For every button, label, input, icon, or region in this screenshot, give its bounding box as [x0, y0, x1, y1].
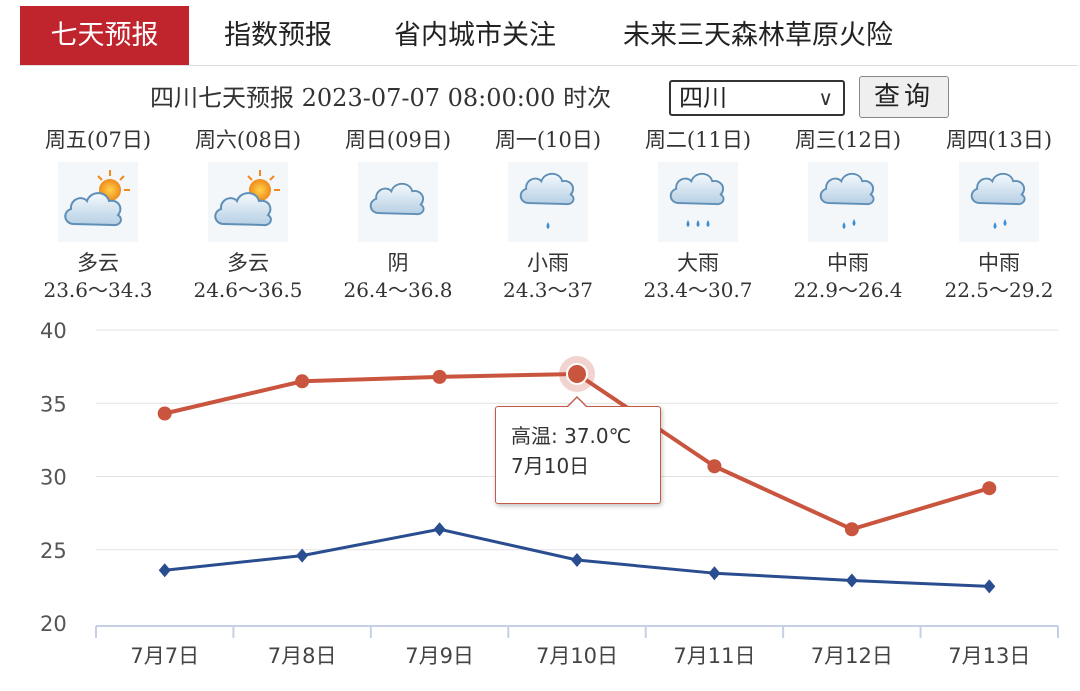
weather-text: 中雨: [827, 251, 869, 275]
day-name: 周四(13日): [945, 128, 1053, 152]
region-selected-value: 四川: [679, 84, 727, 112]
data-point: [707, 459, 722, 474]
search-button[interactable]: 查询: [859, 76, 949, 118]
day-name: 周二(11日): [644, 128, 752, 152]
tooltip-value: 高温: 37.0℃: [511, 424, 632, 448]
tab-seven-day-forecast[interactable]: 七天预报: [20, 6, 189, 66]
x-tick-label: 7月7日: [130, 644, 199, 668]
weather-text: 中雨: [978, 251, 1020, 275]
weather-text: 小雨: [527, 251, 569, 275]
day-column: 周二(11日) 大雨 23.4～30.7: [623, 124, 773, 304]
weather-text: 阴: [387, 251, 409, 275]
partly-cloudy-icon: [208, 162, 288, 242]
data-point: [295, 374, 310, 389]
data-point: [845, 573, 858, 588]
chevron-down-icon: ∨: [818, 86, 833, 110]
forecast-datetime: 2023-07-07 08:00:00: [301, 84, 556, 112]
y-tick-label: 40: [40, 319, 67, 343]
temp-range: 24.3～37: [503, 278, 593, 302]
time-label: 时次: [563, 84, 612, 112]
weather-text: 大雨: [677, 251, 719, 275]
tab-index-forecast[interactable]: 指数预报: [224, 20, 332, 51]
query-text: 四川七天预报 2023-07-07 08:00:00 时次: [150, 80, 611, 116]
temp-range: 22.5～29.2: [944, 278, 1054, 302]
weather-text: 多云: [227, 251, 269, 275]
moderate-rain-icon: [959, 162, 1039, 242]
temp-range: 24.6～36.5: [193, 278, 303, 302]
temperature-chart: 20 25 30 35 40 7月7日 7月8日 7月9日 7月10日 7月11日 7月12日 7月1…: [0, 310, 1080, 691]
data-point: [157, 406, 172, 421]
x-tick-label: 7月11日: [673, 644, 755, 668]
day-name: 周六(08日): [194, 128, 302, 152]
overcast-icon: [358, 162, 438, 242]
x-tick-label: 7月12日: [811, 644, 893, 668]
y-tick-label: 20: [40, 612, 67, 636]
data-point: [708, 566, 721, 581]
data-point: [571, 553, 583, 568]
data-point: [296, 548, 309, 563]
x-tick-label: 7月8日: [268, 644, 337, 668]
day-column: 周五(07日) 多云 23.6～34.3: [23, 124, 173, 304]
region-select[interactable]: 四川 ∨: [669, 80, 845, 116]
day-forecast-row: 周五(07日) 多云 23.6～34.3 周六(08日) 多云 24.6～36.…: [0, 124, 1080, 310]
light-rain-icon: [508, 162, 588, 242]
day-column: 周四(13日) 中雨 22.5～29.2: [924, 124, 1074, 304]
y-tick-label: 25: [40, 539, 67, 563]
tab-fire-risk[interactable]: 未来三天森林草原火险: [623, 20, 893, 51]
tab-bar: 七天预报 指数预报 省内城市关注 未来三天森林草原火险: [20, 6, 1078, 66]
y-tick-label: 35: [40, 392, 67, 416]
day-column: 周一(10日) 小雨 24.3～37: [473, 124, 623, 304]
partly-cloudy-icon: [58, 162, 138, 242]
day-column: 周日(09日) 阴 26.4～36.8: [323, 124, 473, 304]
temp-range: 23.4～30.7: [643, 278, 753, 302]
data-point: [433, 522, 446, 537]
forecast-title: 四川七天预报: [150, 84, 294, 112]
temp-range: 26.4～36.8: [343, 278, 453, 302]
day-column: 周三(12日) 中雨 22.9～26.4: [773, 124, 923, 304]
moderate-rain-icon: [808, 162, 888, 242]
tooltip-date: 7月10日: [511, 454, 590, 478]
chart-tooltip: 高温: 37.0℃ 7月10日: [495, 396, 661, 504]
data-point: [983, 579, 996, 594]
weather-text: 多云: [77, 251, 119, 275]
day-name: 周三(12日): [794, 128, 902, 152]
tab-city-focus[interactable]: 省内城市关注: [394, 20, 556, 51]
x-tick-label: 7月9日: [405, 644, 474, 668]
data-point: [432, 369, 447, 384]
heavy-rain-icon: [658, 162, 738, 242]
temp-range: 23.6～34.3: [43, 278, 153, 302]
data-point: [844, 522, 859, 537]
data-point: [982, 481, 997, 496]
day-name: 周一(10日): [494, 128, 602, 152]
data-point: [566, 362, 588, 385]
query-bar: 四川七天预报 2023-07-07 08:00:00 时次 四川 ∨ 查询: [0, 76, 1080, 120]
x-tick-label: 7月10日: [536, 644, 618, 668]
temperature-chart-svg: 20 25 30 35 40 7月7日 7月8日 7月9日 7月10日 7月11日 7月12日 7月1…: [40, 319, 1059, 668]
temp-range: 22.9～26.4: [793, 278, 903, 302]
y-tick-label: 30: [40, 466, 67, 490]
data-point: [158, 563, 171, 578]
day-column: 周六(08日) 多云 24.6～36.5: [173, 124, 323, 304]
x-tick-label: 7月13日: [948, 644, 1030, 668]
day-name: 周五(07日): [44, 128, 152, 152]
day-name: 周日(09日): [344, 128, 452, 152]
